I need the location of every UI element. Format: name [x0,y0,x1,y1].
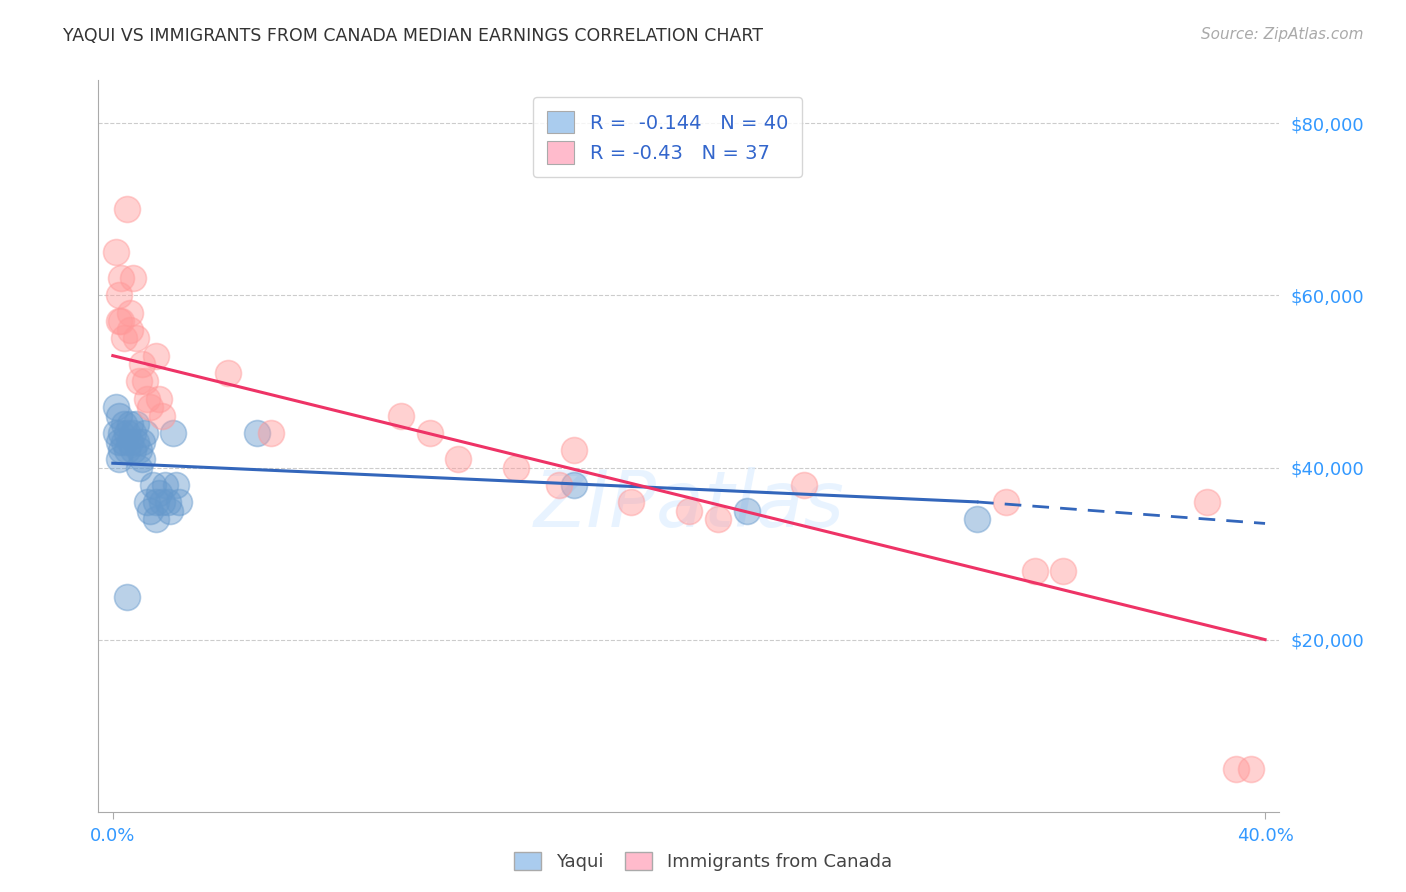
Point [131,357,153,371]
Text: Source: ZipAtlas.com: Source: ZipAtlas.com [1201,27,1364,42]
Point [447,451,470,466]
Point [122,443,145,458]
Point [148,392,170,406]
Point [104,245,127,260]
Point [107,451,129,466]
Point [136,495,159,509]
Point [505,460,527,475]
Text: YAQUI VS IMMIGRANTS FROM CANADA MEDIAN EARNINGS CORRELATION CHART: YAQUI VS IMMIGRANTS FROM CANADA MEDIAN E… [63,27,763,45]
Point [104,401,127,415]
Point [112,417,135,432]
Point [115,443,138,458]
Point [1052,564,1074,578]
Point [125,331,148,345]
Point [145,512,167,526]
Point [107,288,129,302]
Point [125,417,148,432]
Point [150,409,173,423]
Point [131,451,153,466]
Point [128,460,150,475]
Point [1024,564,1046,578]
Point [131,434,153,449]
Point [110,271,132,285]
Point [156,495,179,509]
Point [122,426,145,441]
Point [125,434,148,449]
Point [167,495,190,509]
Legend: Yaqui, Immigrants from Canada: Yaqui, Immigrants from Canada [508,846,898,879]
Point [260,426,283,441]
Point [139,401,162,415]
Point [150,495,173,509]
Point [110,426,132,441]
Point [678,503,700,517]
Point [389,409,412,423]
Point [136,392,159,406]
Point [419,426,441,441]
Point [122,271,145,285]
Point [165,477,187,491]
Point [120,417,142,432]
Point [120,305,142,319]
Point [110,443,132,458]
Point [145,349,167,363]
Point [246,426,269,441]
Point [115,426,138,441]
Point [548,477,571,491]
Point [139,503,162,517]
Point [107,434,129,449]
Point [159,503,181,517]
Point [793,477,815,491]
Point [107,409,129,423]
Legend: R =  -0.144   N = 40, R = -0.43   N = 37: R = -0.144 N = 40, R = -0.43 N = 37 [533,97,801,178]
Point [148,486,170,500]
Point [115,590,138,604]
Point [110,314,132,328]
Point [706,512,728,526]
Point [145,495,167,509]
Point [162,426,184,441]
Point [104,426,127,441]
Point [134,375,156,389]
Point [107,314,129,328]
Point [134,426,156,441]
Point [153,477,176,491]
Point [966,512,988,526]
Point [1197,495,1219,509]
Point [120,323,142,337]
Point [112,434,135,449]
Point [735,503,758,517]
Point [142,477,165,491]
Point [994,495,1017,509]
Point [1240,762,1263,776]
Point [128,375,150,389]
Point [128,443,150,458]
Point [1225,762,1247,776]
Point [217,366,239,380]
Point [115,202,138,217]
Text: ZIPatlas: ZIPatlas [533,467,845,542]
Point [112,331,135,345]
Point [120,434,142,449]
Point [562,477,585,491]
Point [620,495,643,509]
Point [562,443,585,458]
